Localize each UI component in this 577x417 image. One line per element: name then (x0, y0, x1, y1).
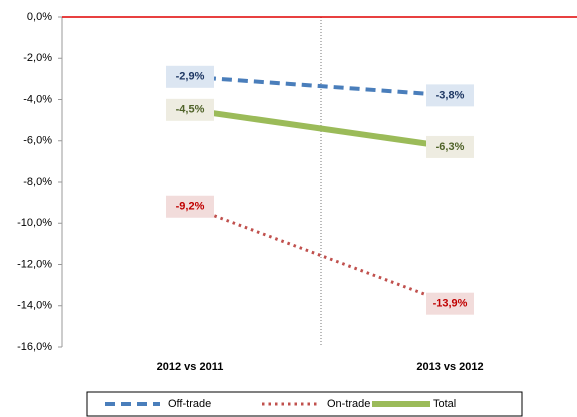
y-tick-label: 0,0% (27, 11, 52, 23)
data-label-bg (166, 195, 214, 218)
series-line (189, 74, 451, 98)
data-label-bg (426, 292, 474, 315)
x-tick-label: 2012 vs 2011 (157, 361, 224, 373)
data-label: -3,8% (436, 89, 465, 101)
y-tick-label: -8,0% (23, 176, 52, 188)
series-line (189, 106, 451, 150)
legend-label: On-trade (327, 398, 370, 410)
y-tick-label: -16,0% (17, 341, 52, 353)
y-tick-label: -4,0% (23, 93, 52, 105)
data-label-bg (166, 65, 214, 88)
data-label: -4,5% (176, 104, 205, 116)
data-label-bg (426, 135, 474, 158)
legend-box (86, 391, 523, 417)
y-tick-label: -2,0% (23, 52, 52, 64)
y-tick-label: -12,0% (17, 258, 52, 270)
y-tick-label: -6,0% (23, 135, 52, 147)
legend-label: Off-trade (168, 398, 211, 410)
data-label: -6,3% (436, 141, 465, 153)
data-label-bg (166, 98, 214, 121)
data-label: -9,2% (176, 201, 205, 213)
data-label: -2,9% (176, 71, 205, 83)
series-line (189, 205, 451, 306)
data-label-bg (426, 84, 474, 107)
legend-label: Total (433, 398, 456, 410)
y-tick-label: -14,0% (17, 300, 52, 312)
data-label: -13,9% (433, 298, 468, 310)
y-tick-label: -10,0% (17, 217, 52, 229)
x-tick-label: 2013 vs 2012 (416, 361, 483, 373)
